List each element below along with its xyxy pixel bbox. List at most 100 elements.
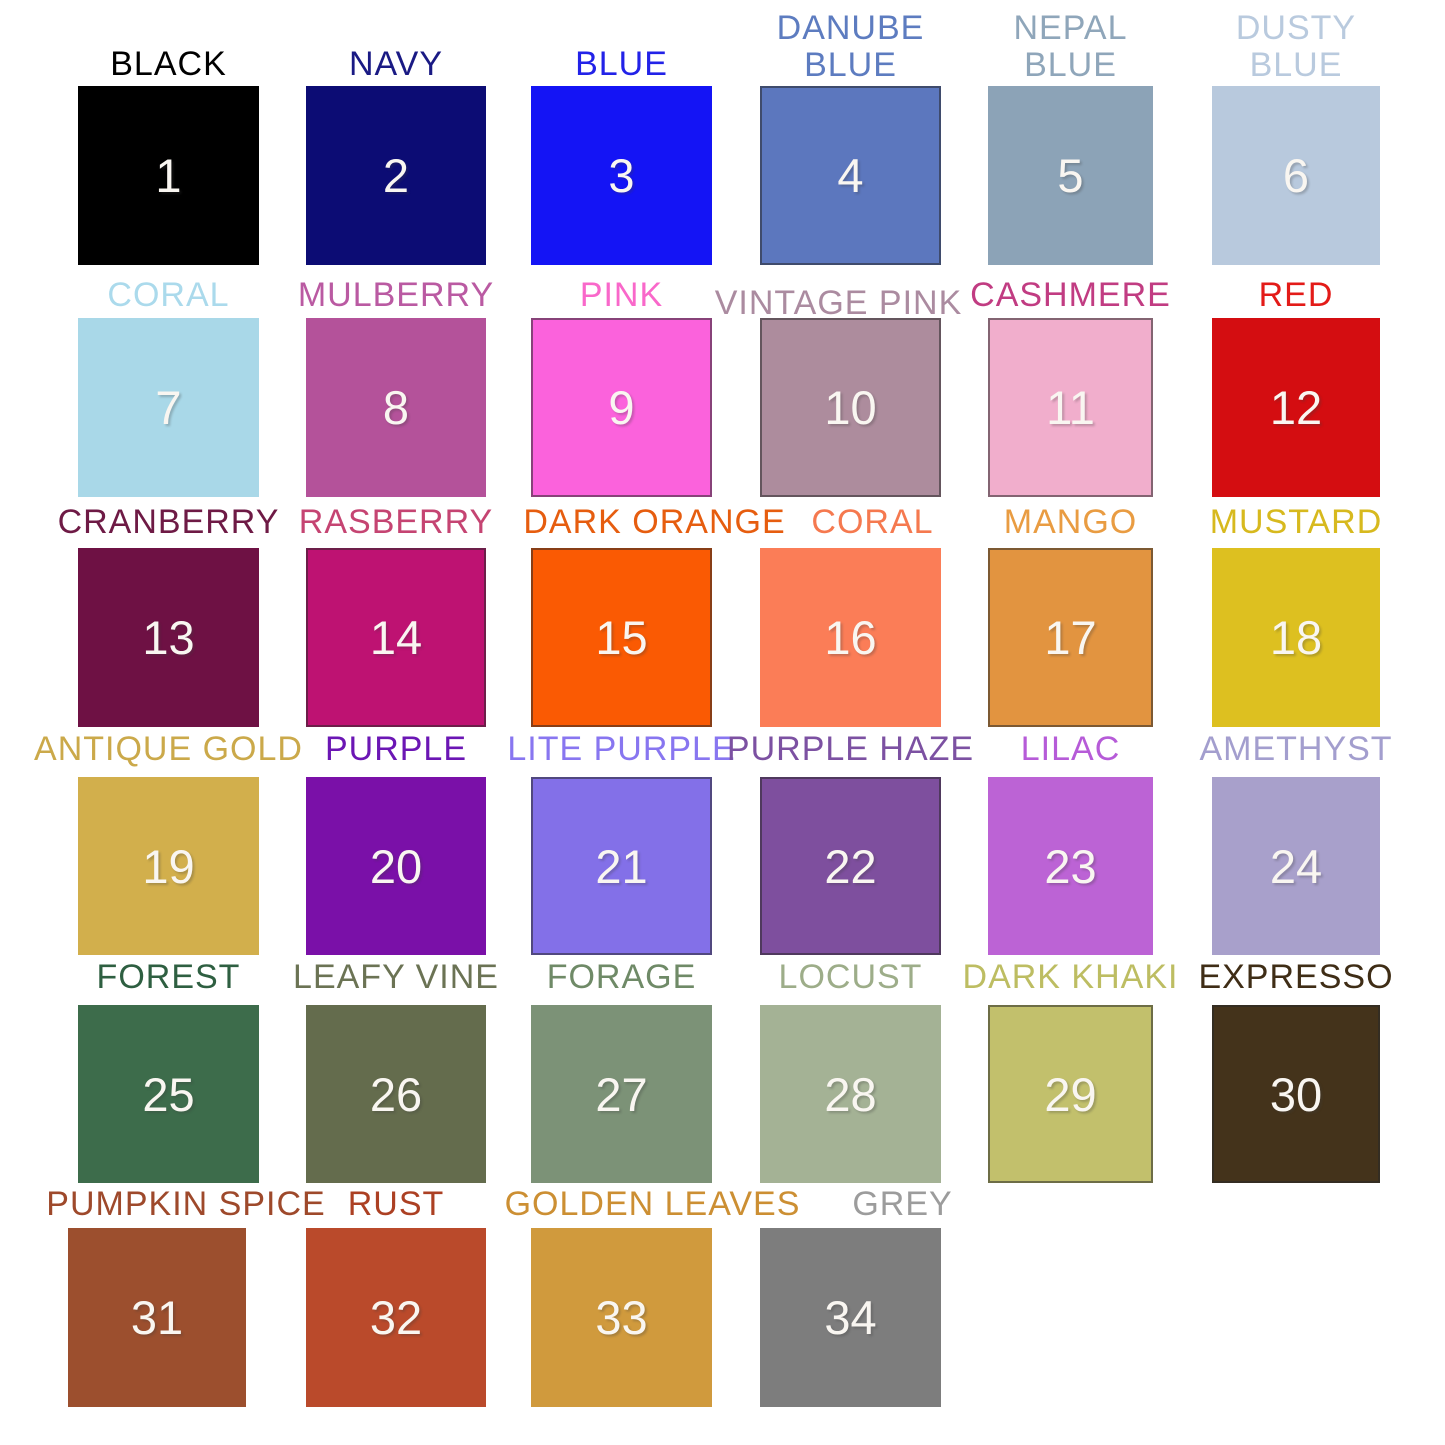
color-swatch: 25 bbox=[78, 1005, 259, 1183]
swatch-label: CASHMERE bbox=[970, 276, 1171, 314]
swatch-label: GREY bbox=[852, 1185, 953, 1223]
swatch-number: 12 bbox=[1269, 381, 1323, 434]
swatch-number: 29 bbox=[1044, 1067, 1097, 1121]
swatch-number: 10 bbox=[824, 381, 877, 434]
color-swatch: 6 bbox=[1212, 86, 1380, 265]
color-swatch: 34 bbox=[760, 1228, 941, 1407]
swatch-label: PURPLE HAZE bbox=[726, 730, 975, 768]
swatch-label: MUSTARD bbox=[1209, 503, 1383, 541]
color-swatch: 10 bbox=[760, 318, 941, 497]
swatch-label: CORAL bbox=[107, 276, 230, 314]
swatch-number: 5 bbox=[1057, 149, 1084, 202]
swatch-label: LEAFY VINE bbox=[293, 958, 499, 996]
color-swatch: 14 bbox=[306, 548, 486, 727]
swatch-number: 14 bbox=[369, 611, 423, 664]
swatch-label: DARK KHAKI bbox=[962, 958, 1179, 996]
swatch-number: 6 bbox=[1282, 149, 1310, 202]
color-swatch: 21 bbox=[531, 777, 712, 955]
swatch-number: 13 bbox=[142, 611, 195, 664]
swatch-number: 9 bbox=[608, 381, 635, 434]
swatch-label: RUST bbox=[347, 1185, 445, 1223]
swatch-number: 17 bbox=[1044, 611, 1097, 664]
swatch-label: PUMPKIN SPICE bbox=[46, 1185, 326, 1223]
swatch-label: DANUBE BLUE bbox=[776, 9, 925, 84]
swatch-label: GOLDEN LEAVES bbox=[504, 1185, 801, 1223]
color-swatch: 5 bbox=[988, 86, 1153, 265]
color-swatch: 29 bbox=[988, 1005, 1153, 1183]
swatch-number: 32 bbox=[369, 1291, 423, 1344]
color-swatch: 9 bbox=[531, 318, 712, 497]
swatch-number: 2 bbox=[382, 149, 410, 202]
swatch-label: CORAL bbox=[811, 503, 934, 541]
swatch-label: CRANBERRY bbox=[57, 503, 280, 541]
swatch-number: 18 bbox=[1269, 611, 1323, 664]
color-swatch: 11 bbox=[988, 318, 1153, 497]
swatch-label: PINK bbox=[579, 276, 664, 314]
swatch-number: 22 bbox=[824, 839, 877, 893]
swatch-number: 30 bbox=[1269, 1067, 1323, 1121]
color-swatch: 2 bbox=[306, 86, 486, 265]
swatch-label: BLUE bbox=[575, 45, 668, 83]
swatch-label: RASBERRY bbox=[298, 503, 494, 541]
swatch-number: 34 bbox=[824, 1291, 877, 1344]
color-swatch: 18 bbox=[1212, 548, 1380, 727]
color-swatch: 12 bbox=[1212, 318, 1380, 497]
swatch-number: 8 bbox=[382, 381, 410, 434]
swatch-number: 7 bbox=[155, 381, 182, 434]
swatch-number: 23 bbox=[1044, 839, 1097, 893]
swatch-label: RED bbox=[1258, 276, 1334, 314]
swatch-number: 11 bbox=[1046, 381, 1095, 434]
swatch-label: NEPAL BLUE bbox=[1013, 9, 1128, 84]
color-swatch: 28 bbox=[760, 1005, 941, 1183]
swatch-number: 26 bbox=[369, 1067, 423, 1121]
swatch-label: FOREST bbox=[96, 958, 241, 996]
color-swatch: 20 bbox=[306, 777, 486, 955]
color-swatch: 13 bbox=[78, 548, 259, 727]
swatch-label: AMETHYST bbox=[1199, 730, 1393, 768]
color-swatch: 26 bbox=[306, 1005, 486, 1183]
swatch-label: VINTAGE PINK bbox=[714, 284, 963, 322]
swatch-number: 19 bbox=[142, 839, 195, 893]
swatch-number: 4 bbox=[837, 149, 864, 202]
color-swatch: 23 bbox=[988, 777, 1153, 955]
swatch-number: 15 bbox=[595, 611, 648, 664]
color-swatch: 22 bbox=[760, 777, 941, 955]
swatch-label: LILAC bbox=[1020, 730, 1121, 768]
swatch-label: LOCUST bbox=[778, 958, 923, 996]
swatch-label: ANTIQUE GOLD bbox=[34, 730, 303, 768]
swatch-number: 16 bbox=[824, 611, 877, 664]
swatch-number: 1 bbox=[155, 149, 182, 202]
color-swatch: 33 bbox=[531, 1228, 712, 1407]
swatch-number: 28 bbox=[824, 1067, 877, 1121]
swatch-number: 24 bbox=[1269, 839, 1323, 893]
swatch-label: BLACK bbox=[110, 45, 227, 83]
swatch-number: 25 bbox=[142, 1067, 195, 1121]
color-swatch: 32 bbox=[306, 1228, 486, 1407]
color-swatch: 8 bbox=[306, 318, 486, 497]
swatch-label: EXPRESSO bbox=[1198, 958, 1394, 996]
swatch-label: MULBERRY bbox=[297, 276, 495, 314]
swatch-label: DUSTY BLUE bbox=[1235, 9, 1357, 84]
swatch-number: 21 bbox=[595, 839, 648, 893]
swatch-number: 20 bbox=[369, 839, 423, 893]
color-swatch: 15 bbox=[531, 548, 712, 727]
swatch-number: 27 bbox=[595, 1067, 648, 1121]
color-swatch: 1 bbox=[78, 86, 259, 265]
color-swatch: 30 bbox=[1212, 1005, 1380, 1183]
swatch-number: 3 bbox=[608, 149, 635, 202]
color-swatch: 16 bbox=[760, 548, 941, 727]
swatch-label: NAVY bbox=[348, 45, 444, 83]
color-swatch: 17 bbox=[988, 548, 1153, 727]
color-swatch: 19 bbox=[78, 777, 259, 955]
swatch-label: LITE PURPLE bbox=[507, 730, 736, 768]
color-swatch: 4 bbox=[760, 86, 941, 265]
swatch-label: DARK ORANGE bbox=[523, 503, 786, 541]
color-swatch: 24 bbox=[1212, 777, 1380, 955]
swatch-number: 33 bbox=[595, 1291, 648, 1344]
color-swatch: 31 bbox=[68, 1228, 246, 1407]
color-swatch: 7 bbox=[78, 318, 259, 497]
swatch-label: PURPLE bbox=[324, 730, 468, 768]
swatch-label: MANGO bbox=[1003, 503, 1138, 541]
color-swatch: 27 bbox=[531, 1005, 712, 1183]
